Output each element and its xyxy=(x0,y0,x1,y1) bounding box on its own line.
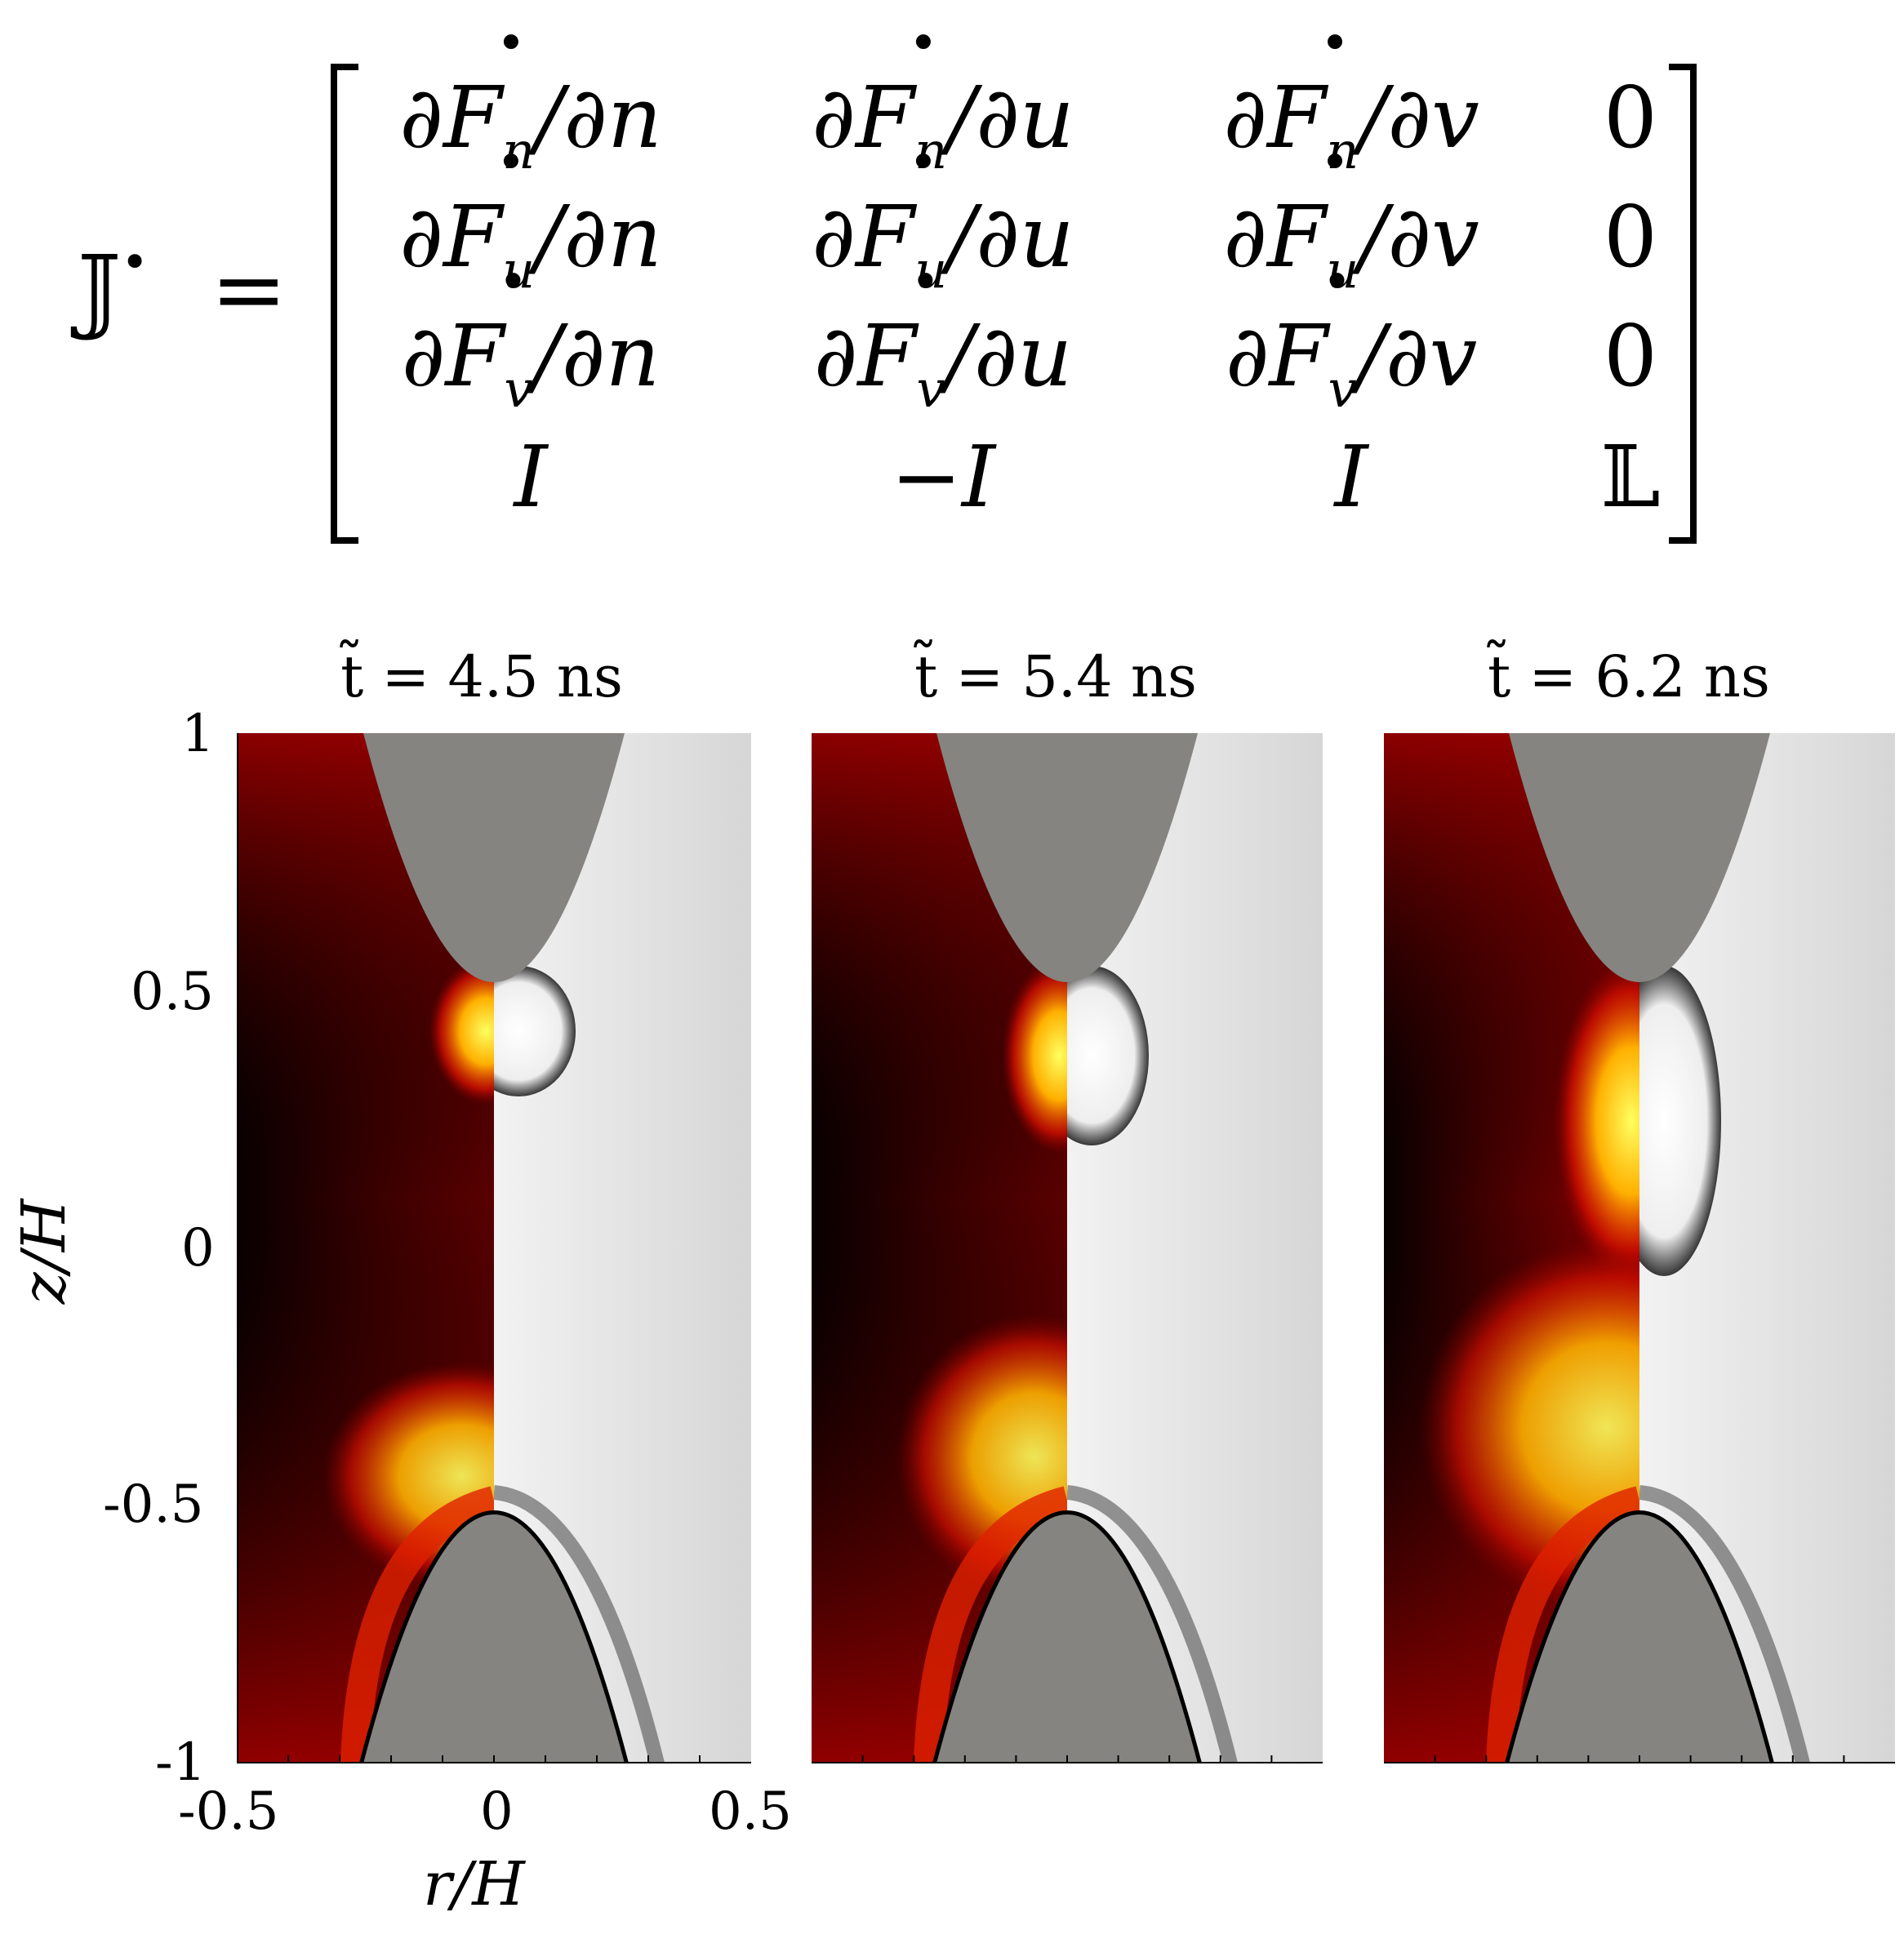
x-tick-0: 0 xyxy=(480,1781,514,1842)
matrix-cell-r2-c4: 0 xyxy=(1603,187,1658,287)
matrix-cell-r4-c2: −I xyxy=(890,427,996,527)
matrix-cell-r1-c1: ∂Fn •/∂n xyxy=(399,13,662,180)
y-axis-label: z/H xyxy=(9,1199,80,1305)
upper-electrode xyxy=(936,733,1198,982)
y-tick-0: 0 xyxy=(181,1218,215,1279)
y-tick-minus-0.5: -0.5 xyxy=(103,1474,204,1535)
panel-title-2: t̃ = 5.4 ns xyxy=(914,643,1197,710)
field-panel-2 xyxy=(812,733,1323,1763)
matrix-cell-r1-c2: ∂Fn •/∂u xyxy=(812,13,1074,180)
matrix-left-bracket xyxy=(331,64,358,544)
matrix-cell-r3-c3: ∂Fv •/∂v xyxy=(1225,251,1478,419)
matrix-cell-r2-c2: ∂Fu •/∂u xyxy=(812,132,1074,300)
x-tick-minus-0.5: -0.5 xyxy=(178,1781,279,1842)
matrix-cell-r1-c3: ∂Fn •/∂v xyxy=(1223,13,1479,180)
jacobian-symbol: 𝕁• = xyxy=(78,234,287,343)
matrix-right-bracket xyxy=(1669,64,1697,544)
matrix-cell-r4-c3: I xyxy=(1334,427,1368,527)
y-tick-0.5: 0.5 xyxy=(131,962,214,1022)
matrix-cell-r4-c4: 𝕃 xyxy=(1600,427,1661,527)
jacobian-equation: 𝕁• = ∂Fn •/∂n ∂Fn •/∂u ∂Fn •/∂v 0 ∂Fu •/∂n ∂Fu •/∂… xyxy=(0,0,1904,571)
field-panel-3 xyxy=(1384,733,1895,1763)
panel-title-3: t̃ = 6.2 ns xyxy=(1488,643,1770,710)
matrix-cell-r3-c2: ∂Fv •/∂u xyxy=(813,251,1073,419)
x-axis-label: r/H xyxy=(423,1849,525,1919)
lower-electrode xyxy=(936,1514,1198,1763)
panel-title-1: t̃ = 4.5 ns xyxy=(340,643,623,710)
matrix-cell-r3-c1: ∂Fv •/∂n xyxy=(401,251,661,419)
matrix-cell-r4-c1: I xyxy=(514,427,548,527)
y-tick-1: 1 xyxy=(181,704,215,764)
matrix-cell-r2-c3: ∂Fu •/∂v xyxy=(1223,132,1479,300)
matrix-cell-r2-c1: ∂Fu •/∂n xyxy=(399,132,662,300)
upper-electrode xyxy=(1509,733,1770,982)
field-panel-1 xyxy=(237,733,751,1763)
matrix-cell-r3-c4: 0 xyxy=(1603,306,1658,406)
matrix-cell-r1-c4: 0 xyxy=(1603,68,1658,167)
lower-electrode xyxy=(363,1514,625,1763)
x-tick-0.5: 0.5 xyxy=(709,1781,792,1842)
y-tick-minus-1: -1 xyxy=(155,1732,207,1793)
lower-electrode xyxy=(1509,1514,1770,1763)
upper-electrode xyxy=(363,733,625,982)
